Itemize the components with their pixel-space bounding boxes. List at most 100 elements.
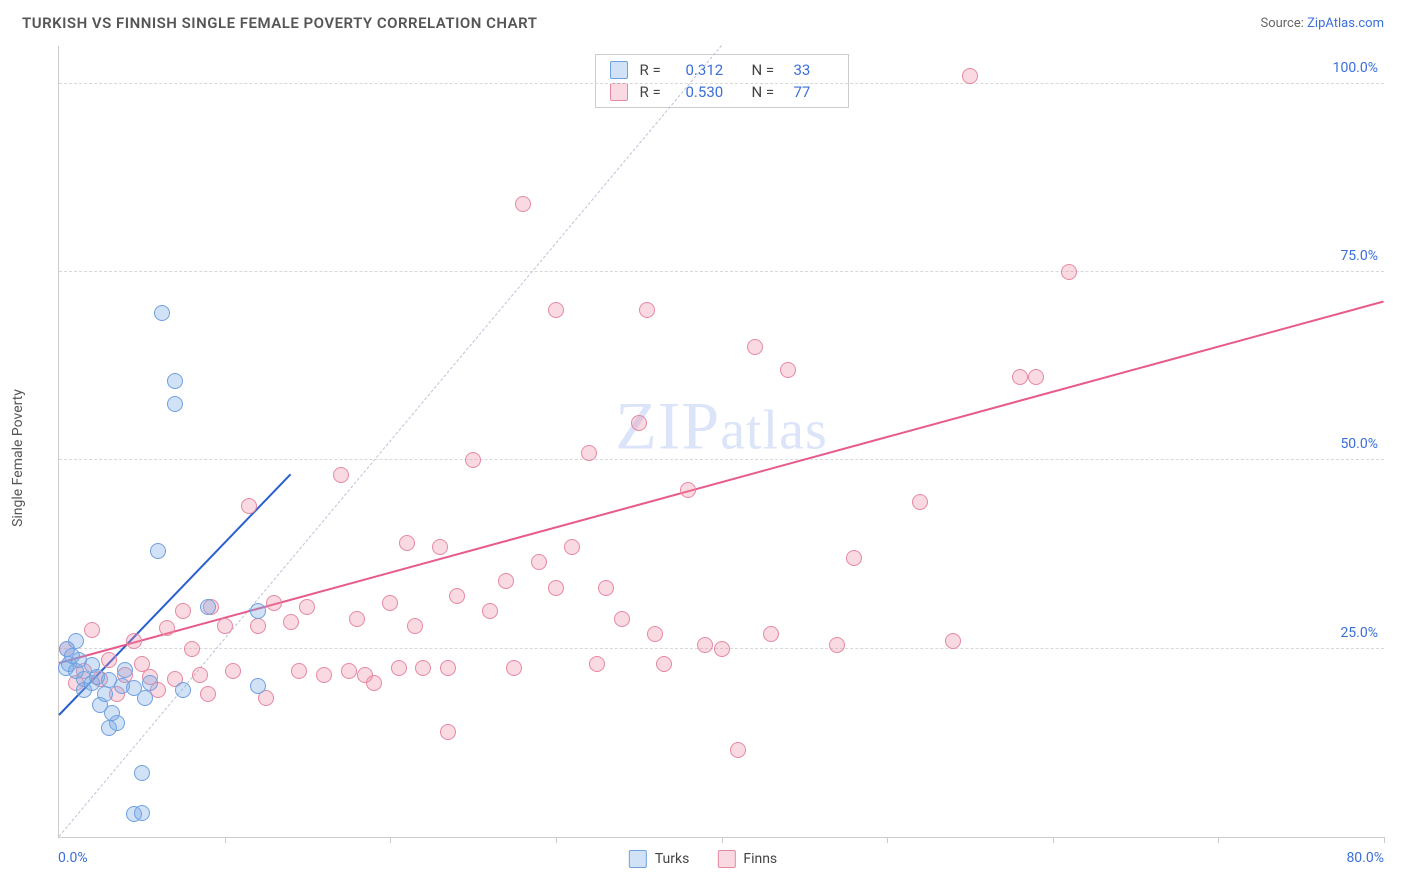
swatch-finns-icon [717, 850, 735, 868]
data-point-finns [299, 599, 315, 615]
data-point-finns [200, 686, 216, 702]
data-point-finns [846, 550, 862, 566]
source-prefix: Source: [1260, 16, 1307, 31]
data-point-finns [333, 467, 349, 483]
data-point-finns [829, 637, 845, 653]
data-point-finns [415, 660, 431, 676]
data-point-finns [349, 611, 365, 627]
n-value-turks: 33 [794, 61, 834, 79]
gridline [59, 459, 1384, 460]
data-point-finns [159, 620, 175, 636]
data-point-turks [68, 633, 84, 649]
data-point-turks [175, 682, 191, 698]
data-point-turks [117, 662, 133, 678]
legend-item-turks: Turks [629, 850, 690, 868]
data-point-finns [482, 603, 498, 619]
y-tick-label: 100.0% [1333, 60, 1378, 76]
x-tick-mark [556, 837, 557, 843]
data-point-finns [366, 675, 382, 691]
x-tick-mark [390, 837, 391, 843]
data-point-turks [137, 690, 153, 706]
data-point-turks [200, 599, 216, 615]
data-point-turks [167, 373, 183, 389]
x-tick-mark [225, 837, 226, 843]
data-point-finns [250, 618, 266, 634]
data-point-turks [154, 305, 170, 321]
data-point-finns [647, 626, 663, 642]
data-point-finns [714, 641, 730, 657]
data-point-turks [104, 705, 120, 721]
data-point-finns [382, 595, 398, 611]
x-tick-mark [1053, 837, 1054, 843]
data-point-finns [515, 196, 531, 212]
data-point-finns [614, 611, 630, 627]
data-point-finns [225, 663, 241, 679]
data-point-finns [780, 362, 796, 378]
data-point-finns [763, 626, 779, 642]
diagonal-reference-line [59, 45, 722, 837]
legend-row-finns: R = 0.530 N = 77 [596, 81, 848, 103]
data-point-finns [598, 580, 614, 596]
data-point-finns [498, 573, 514, 589]
x-axis-max-label: 80.0% [1346, 850, 1384, 866]
data-point-finns [341, 663, 357, 679]
data-point-finns [656, 656, 672, 672]
data-point-finns [912, 494, 928, 510]
data-point-finns [440, 724, 456, 740]
data-point-finns [564, 539, 580, 555]
chart-area: Single Female Poverty ZIPatlas R = 0.312… [22, 46, 1384, 870]
r-value-finns: 0.530 [686, 83, 746, 101]
x-tick-mark [1384, 837, 1385, 843]
n-value-finns: 77 [794, 83, 834, 101]
data-point-turks [97, 686, 113, 702]
data-point-finns [1061, 264, 1077, 280]
data-point-finns [548, 580, 564, 596]
data-point-finns [962, 68, 978, 84]
legend-label-turks: Turks [655, 851, 690, 867]
n-label: N = [752, 83, 788, 101]
data-point-finns [548, 302, 564, 318]
data-point-finns [945, 633, 961, 649]
n-label: N = [752, 61, 788, 79]
data-point-turks [134, 805, 150, 821]
data-point-turks [150, 543, 166, 559]
data-point-finns [101, 652, 117, 668]
y-tick-label: 75.0% [1340, 248, 1378, 264]
source-link[interactable]: ZipAtlas.com [1307, 16, 1384, 31]
data-point-finns [407, 618, 423, 634]
y-tick-label: 25.0% [1340, 625, 1378, 641]
data-point-finns [217, 618, 233, 634]
data-point-finns [680, 482, 696, 498]
data-point-finns [581, 445, 597, 461]
gridline [59, 271, 1384, 272]
legend-label-finns: Finns [743, 851, 777, 867]
data-point-finns [730, 742, 746, 758]
data-point-finns [84, 622, 100, 638]
correlation-legend: R = 0.312 N = 33 R = 0.530 N = 77 [595, 54, 849, 108]
data-point-finns [440, 660, 456, 676]
data-point-finns [465, 452, 481, 468]
x-tick-mark [1218, 837, 1219, 843]
data-point-finns [1028, 369, 1044, 385]
data-point-finns [192, 667, 208, 683]
gridline [59, 83, 1384, 84]
swatch-turks-icon [629, 850, 647, 868]
swatch-turks [610, 61, 628, 79]
data-point-turks [134, 765, 150, 781]
data-point-finns [266, 595, 282, 611]
chart-title: TURKISH VS FINNISH SINGLE FEMALE POVERTY… [22, 14, 537, 32]
r-label: R = [640, 83, 680, 101]
data-point-finns [241, 498, 257, 514]
data-point-finns [1012, 369, 1028, 385]
data-point-finns [506, 660, 522, 676]
data-point-turks [142, 675, 158, 691]
data-point-finns [639, 302, 655, 318]
data-point-finns [126, 633, 142, 649]
r-label: R = [640, 61, 680, 79]
data-point-finns [697, 637, 713, 653]
data-point-finns [531, 554, 547, 570]
data-point-finns [184, 641, 200, 657]
data-point-turks [167, 396, 183, 412]
data-point-finns [316, 667, 332, 683]
data-point-finns [631, 415, 647, 431]
